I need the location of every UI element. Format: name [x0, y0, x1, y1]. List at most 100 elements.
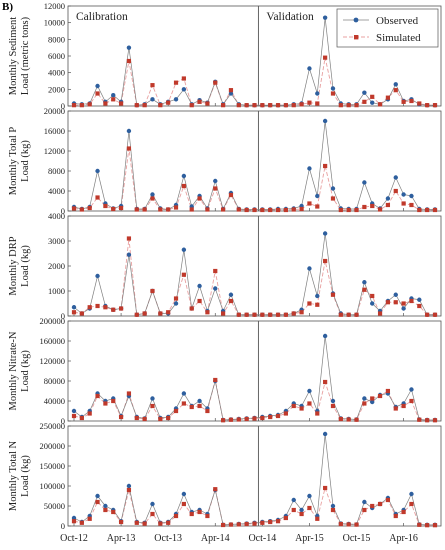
x-tick-label: Oct-14 — [248, 533, 276, 544]
simulated-point — [103, 401, 108, 406]
observed-point — [307, 66, 312, 71]
simulated-point — [236, 522, 241, 527]
simulated-point — [299, 406, 304, 411]
y-axis-title: Load (kg) — [20, 140, 31, 182]
simulated-point — [370, 94, 375, 99]
simulated-point — [142, 521, 147, 526]
simulated-point — [370, 293, 375, 299]
y-tick-label: 0 — [61, 311, 65, 321]
simulated-point — [103, 101, 108, 106]
simulated-point — [330, 403, 336, 409]
simulated-point — [291, 103, 296, 108]
y-tick-label: 20000 — [44, 106, 65, 116]
simulated-point — [393, 513, 398, 519]
simulated-point — [291, 403, 296, 409]
simulated-point — [228, 192, 234, 198]
simulated-point — [173, 513, 179, 519]
observed-point — [181, 491, 187, 497]
simulated-point — [401, 99, 406, 104]
simulated-point — [197, 99, 202, 104]
simulated-point — [134, 207, 139, 212]
simulated-point — [307, 301, 312, 306]
simulated-point — [95, 303, 100, 309]
y-tick-label: 16000 — [44, 126, 65, 136]
observed-series-line — [73, 120, 435, 210]
plot-frame — [67, 320, 442, 422]
simulated-point — [221, 418, 226, 423]
simulated-point — [377, 501, 383, 507]
y-tick-label: 100000 — [40, 481, 66, 491]
simulated-point — [315, 516, 320, 521]
simulated-point — [197, 509, 202, 515]
simulated-point — [338, 207, 343, 213]
simulated-point — [189, 404, 194, 410]
y-tick-label: 3000 — [48, 236, 65, 246]
y-tick-label: 10000 — [44, 18, 65, 28]
simulated-point — [181, 76, 186, 81]
simulated-point — [291, 507, 296, 513]
simulated-point — [142, 311, 147, 316]
simulated-point — [236, 103, 241, 108]
simulated-point — [377, 393, 383, 399]
simulated-point — [95, 195, 100, 200]
simulated-series-line — [74, 57, 435, 107]
simulated-point — [362, 401, 367, 406]
simulated-point — [260, 312, 265, 317]
observed-point — [181, 247, 187, 252]
simulated-point — [362, 99, 367, 104]
simulated-point — [181, 501, 186, 507]
simulated-point — [205, 513, 210, 519]
simulated-point — [260, 415, 265, 421]
simulated-point — [126, 391, 132, 396]
simulated-point — [244, 207, 249, 213]
observed-point — [299, 507, 304, 513]
simulated-point — [432, 523, 438, 528]
simulated-point — [417, 417, 422, 422]
simulated-point — [244, 312, 249, 317]
observed-point — [181, 391, 187, 396]
simulated-point — [252, 103, 257, 108]
simulated-point — [111, 307, 116, 312]
y-tick-label: 150000 — [40, 461, 66, 471]
simulated-point — [118, 519, 124, 525]
simulated-point — [417, 522, 422, 527]
simulated-point — [173, 408, 179, 414]
simulated-point — [244, 103, 249, 108]
simulated-point — [228, 88, 234, 93]
plot-frame — [67, 110, 442, 212]
simulated-point — [260, 207, 265, 213]
simulated-point — [323, 485, 328, 491]
observed-point — [126, 45, 132, 50]
simulated-point — [134, 520, 139, 525]
simulated-point — [181, 401, 186, 406]
simulated-point — [79, 415, 84, 421]
observed-point — [322, 118, 328, 124]
simulated-point — [354, 103, 359, 108]
observed-point — [315, 91, 320, 96]
simulated-point — [71, 519, 77, 524]
observed-point — [417, 297, 422, 302]
y-tick-label: 160000 — [40, 336, 66, 346]
simulated-point — [150, 511, 155, 517]
simulated-point — [236, 207, 241, 212]
simulated-point — [385, 388, 391, 394]
simulated-point — [385, 95, 391, 100]
simulated-point — [268, 207, 273, 213]
y-tick-label: 4000 — [48, 186, 65, 196]
simulated-point — [189, 306, 194, 311]
legend-observed-label: Observed — [376, 15, 419, 27]
observed-point — [95, 83, 100, 89]
observed-point — [307, 266, 312, 271]
observed-point — [409, 193, 414, 199]
simulated-point — [166, 100, 171, 105]
simulated-point — [142, 207, 147, 212]
simulated-point — [323, 163, 328, 169]
simulated-point — [79, 520, 84, 525]
observed-point — [126, 128, 132, 134]
simulated-point — [118, 414, 124, 420]
observed-point — [370, 100, 375, 105]
simulated-point — [103, 305, 108, 310]
simulated-point — [268, 312, 273, 317]
observed-point — [307, 388, 312, 394]
simulated-point — [409, 98, 414, 104]
